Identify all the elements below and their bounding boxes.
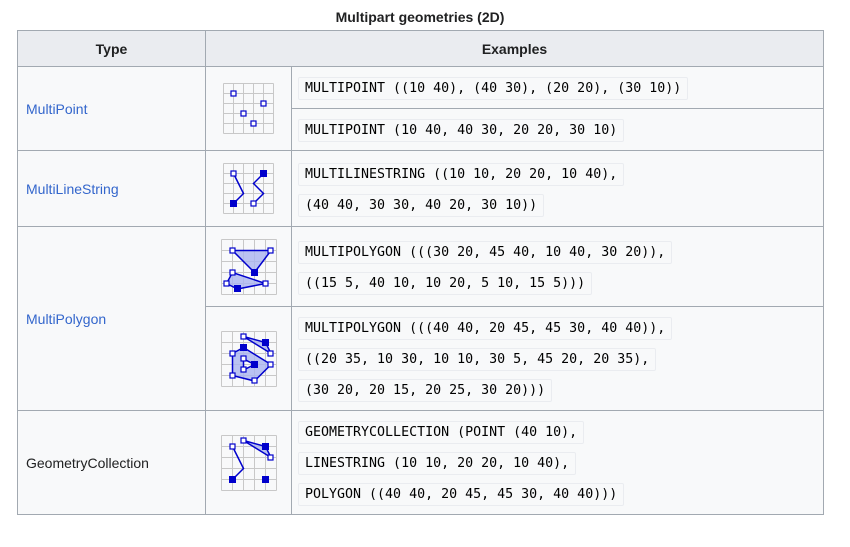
- code-line: ((20 35, 10 30, 10 10, 30 5, 45 20, 20 3…: [298, 348, 657, 371]
- type-link-multipolygon[interactable]: MultiPolygon: [26, 310, 107, 327]
- table-row: GeometryCollection: [17, 410, 824, 515]
- code-line: MULTILINESTRING ((10 10, 20 20, 10 40),: [298, 162, 625, 186]
- type-label-geometrycollection: GeometryCollection: [26, 454, 149, 471]
- example-cell: MULTIPOLYGON (((40 40, 20 45, 45 30, 40 …: [291, 306, 824, 411]
- code-line: LINESTRING (10 10, 20 20, 10 40),: [298, 452, 577, 475]
- type-cell: GeometryCollection: [17, 410, 206, 515]
- code-line: (30 20, 20 15, 20 25, 30 20))): [298, 379, 553, 402]
- multilinestring-diagram: [223, 163, 274, 214]
- header-row: Type Examples: [17, 30, 824, 67]
- example-cell: MULTIPOINT (10 40, 40 30, 20 20, 30 10): [291, 108, 824, 151]
- example-cell: GEOMETRYCOLLECTION (POINT (40 10), LINES…: [291, 410, 824, 515]
- multipolygon-figure: [205, 226, 292, 307]
- table-row: MultiLineString: [17, 150, 824, 227]
- type-link-multipoint[interactable]: MultiPoint: [26, 100, 88, 117]
- multipolygon-with-hole-figure: [205, 306, 292, 411]
- code-line: GEOMETRYCOLLECTION (POINT (40 10),: [298, 421, 585, 444]
- multipolygon-hole-diagram: [220, 330, 277, 387]
- example-cell: MULTILINESTRING ((10 10, 20 20, 10 40), …: [291, 150, 824, 227]
- geometry-table-container: Multipart geometries (2D) Type Examples …: [17, 6, 824, 515]
- example-cell: MULTIPOINT ((10 40), (40 30), (20 20), (…: [291, 66, 824, 109]
- type-link-multilinestring[interactable]: MultiLineString: [26, 180, 119, 197]
- multipolygon-diagram: [220, 238, 277, 295]
- code-line: MULTIPOINT (10 40, 40 30, 20 20, 30 10): [298, 119, 625, 142]
- type-cell: MultiLineString: [17, 150, 206, 227]
- code-line: (40 40, 30 30, 40 20, 30 10)): [298, 193, 545, 217]
- multilinestring-figure: [205, 150, 292, 227]
- geometrycollection-figure: [205, 410, 292, 515]
- table-caption: Multipart geometries (2D): [335, 9, 505, 25]
- table-row: MULTIPOLYGON (((40 40, 20 45, 45 30, 40 …: [18, 306, 824, 411]
- code-line: MULTIPOLYGON (((30 20, 45 40, 10 40, 30 …: [298, 240, 673, 264]
- type-cell: MultiPoint: [17, 66, 206, 151]
- table-row: MultiPolygon: [17, 226, 824, 411]
- multipoint-figure: [205, 66, 292, 151]
- type-cell: MultiPolygon: [17, 226, 206, 411]
- code-line: MULTIPOINT ((10 40), (40 30), (20 20), (…: [298, 77, 689, 100]
- table-row: MultiPoint MULTIPOINT ((10 40), (40 30),…: [17, 66, 824, 151]
- multipoint-diagram: [223, 83, 274, 134]
- code-line: POLYGON ((40 40, 20 45, 45 30, 40 40))): [298, 483, 625, 506]
- header-type: Type: [17, 30, 206, 67]
- multipart-geometries-table: Type Examples MultiPoint M: [17, 30, 824, 515]
- example-cell: MULTIPOLYGON (((30 20, 45 40, 10 40, 30 …: [291, 226, 824, 307]
- code-line: MULTIPOLYGON (((40 40, 20 45, 45 30, 40 …: [298, 317, 673, 340]
- table-row: MULTIPOINT (10 40, 40 30, 20 20, 30 10): [18, 108, 824, 151]
- geometrycollection-diagram: [220, 434, 277, 491]
- code-line: ((15 5, 40 10, 10 20, 5 10, 15 5))): [298, 271, 593, 295]
- header-examples: Examples: [205, 30, 824, 67]
